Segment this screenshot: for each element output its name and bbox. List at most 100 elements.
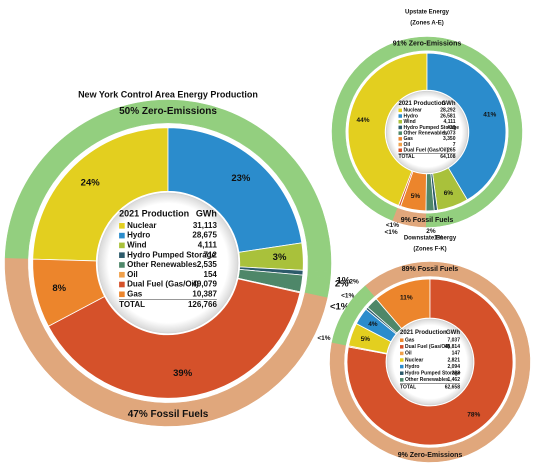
ring-label: 91% Zero-Emissions [393,40,462,47]
legend-swatch [398,131,402,135]
slice [426,52,507,201]
legend-label: Other Renewables [127,260,197,269]
percent-label: <1% [385,229,398,236]
value-label: 283 [452,371,461,377]
chart-subtitle: (Zones F-K) [413,247,446,253]
legend-swatch [398,108,402,113]
legend-swatch [398,137,402,141]
legend-label: Oil [127,270,138,279]
chart-title: Upstate Energy [405,10,450,16]
percent-label: 24% [81,177,101,188]
percent-label: 39% [173,368,193,379]
legend-label: Oil [405,351,412,357]
legend-swatch [398,142,402,147]
legend-label: Gas [405,338,415,344]
legend-label: Hydro Pumped Storage [127,250,216,259]
value-label: 48,814 [445,344,461,350]
legend-swatch [119,242,125,249]
value-label: 26,581 [440,113,456,119]
legend-swatch [119,252,125,258]
legend-label: Hydro [127,231,150,240]
legend-swatch [400,371,404,375]
percent-label: <1% [330,301,350,312]
value-label: 712 [204,250,218,259]
legend-swatch [400,351,404,356]
legend-swatch [400,358,404,362]
slice [346,278,514,446]
legend-swatch [119,232,125,239]
slice [32,127,169,262]
table-title: 2021 Production [119,208,189,218]
legend-label: Hydro [404,113,418,119]
value-label: 10,387 [192,289,217,298]
legend-swatch [119,223,125,229]
ring-segment [392,207,400,222]
legend-swatch [398,148,402,152]
legend-swatch [400,364,404,369]
percent-label: 2% [335,279,349,290]
value-label: 154 [204,270,218,279]
value-label: 4,111 [198,241,218,250]
total-label: TOTAL [119,300,145,309]
legend-label: Hydro Pumped Storage [405,371,461,377]
legend-label: Oil [404,142,411,148]
value-label: 7 [453,142,456,148]
percent-label: 11% [400,294,413,301]
percent-label: <1% [317,335,330,342]
value-label: 4,111 [444,119,456,125]
percent-label: 1% [336,276,350,287]
value-label: 2,821 [447,357,460,363]
ring-segment [4,258,45,340]
percent-label: 4% [368,321,378,328]
percent-label: 5% [361,336,371,343]
ring-label: 47% Fossil Fuels [128,409,209,420]
legend-label: Nuclear [127,221,156,230]
legend-swatch [119,271,125,278]
legend-swatch [400,338,404,342]
ring-label: 9% Zero-Emissions [398,452,463,459]
legend-label: Dual Fuel (Gas/Oil) [127,280,199,289]
ring-label: 89% Fossil Fuels [402,266,459,273]
percent-label: 6% [444,190,454,197]
value-label: 1,073 [443,130,456,136]
legend-label: Nuclear [405,357,423,363]
percent-label: 1% [434,235,444,242]
legend-label: Dual Fuel (Gas/Oil) [405,344,450,350]
value-label: 1,462 [447,377,460,383]
value-label: 147 [452,351,461,357]
legend-label: Gas [127,289,143,298]
legend-label: Dual Fuel (Gas/Oil) [404,148,449,154]
legend-label: Gas [404,136,414,142]
legend-label: Nuclear [404,108,422,114]
percent-label: 44% [357,117,370,124]
table-unit: GWh [196,208,217,218]
slice [398,170,414,207]
legend-label: Wind [127,241,147,250]
total-value: 126,766 [188,300,217,309]
ring-segment [354,285,375,306]
percent-label: 3% [273,252,287,263]
legend-swatch [398,125,402,130]
value-label: 49,079 [192,280,217,289]
percent-label: 23% [231,173,251,184]
total-value: 64,108 [440,154,456,160]
table-unit: GWh [446,330,460,336]
ring-label: 50% Zero-Emissions [119,106,217,117]
value-label: 265 [447,148,456,154]
value-label: 28,292 [440,108,456,114]
value-label: 7,037 [447,338,460,344]
ring-label: 9% Fossil Fuels [401,217,454,224]
ring-segment [329,261,531,463]
legend-label: Other Renewables [405,377,449,383]
percent-label: <1% [341,292,354,299]
value-label: 2,094 [447,364,460,370]
value-label: 31,113 [193,221,218,230]
chart-title: Downstate Energy [404,236,457,242]
legend-swatch [398,119,402,124]
center-disc [97,192,239,334]
legend-swatch [119,281,125,288]
table-unit: GWh [442,101,456,107]
total-value: 62,658 [445,384,461,390]
percent-label: <1% [386,222,399,229]
